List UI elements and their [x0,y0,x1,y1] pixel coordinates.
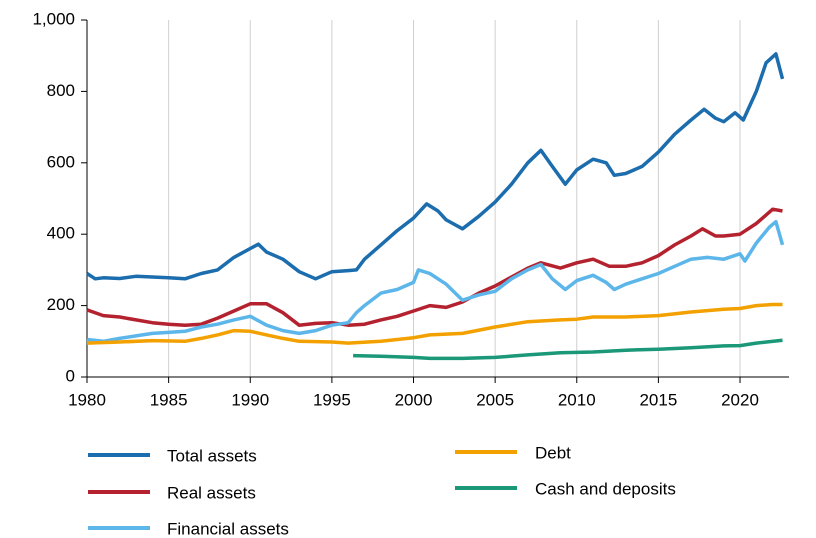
x-tick-label: 1985 [150,390,188,409]
series-line [86,219,785,344]
x-tick-label: 1980 [68,390,106,409]
x-tick-label: 2005 [476,390,514,409]
y-tick-label: 600 [47,152,75,171]
x-tick-label: 1990 [231,390,269,409]
y-tick-label: 0 [66,366,75,385]
series-line [86,207,783,327]
legend-label: Debt [535,443,571,462]
legend-label: Total assets [167,446,257,465]
y-tick-label: 800 [47,81,75,100]
legend-label: Real assets [167,483,256,502]
y-tick-label: 400 [47,224,75,243]
x-tick-label: 2010 [558,390,596,409]
x-tick-label: 2000 [395,390,433,409]
series-line [86,52,785,281]
series-line [86,302,783,345]
legend-label: Cash and deposits [535,479,676,498]
series-line [353,338,783,361]
x-tick-label: 2015 [639,390,677,409]
y-tick-label: 1,000 [32,9,75,28]
x-tick-label: 2020 [721,390,759,409]
y-tick-label: 200 [47,295,75,314]
x-tick-label: 1995 [313,390,351,409]
legend-label: Financial assets [167,519,289,538]
